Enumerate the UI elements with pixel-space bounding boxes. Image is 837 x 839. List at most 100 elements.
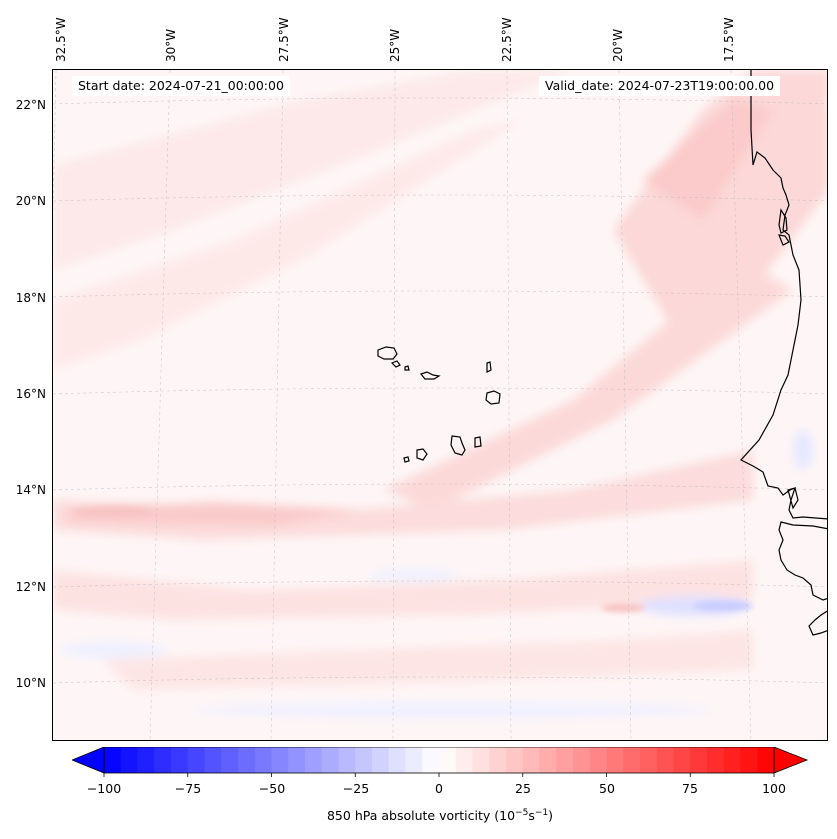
vorticity-field [53,70,827,718]
vorticity-blue-patch-5 [793,430,813,470]
colorbar-cell [723,747,742,773]
island-brava [403,456,410,463]
graticule-lat-12n [53,580,827,588]
vorticity-band-13n [63,502,363,526]
graticule-lon-25w [392,70,396,740]
colorbar-cell [422,747,440,773]
colorbar-tick-label-100: 100 [762,781,786,796]
latitude-label-12n: 12°N [15,580,46,594]
inlet-1 [778,208,788,234]
graticule-lat-18n [53,290,827,298]
vorticity-blue-patch-3 [58,642,168,658]
colorbar-cell [489,747,507,773]
coastline [740,70,827,636]
colorbar-tick-label-n75: −75 [174,781,202,796]
island-sao-vicente [390,360,401,368]
vorticity-band-12n [53,560,753,620]
colorbar-cell [757,747,775,773]
colorbar [72,747,809,777]
vorticity-band-nw [53,70,573,270]
vorticity-coast-band [643,100,773,220]
latitude-label-14n: 14°N [15,483,46,497]
colorbar-cell [120,747,139,773]
colorbar-cell [271,747,289,773]
colorbar-cell [405,747,423,773]
colorbar-tick-label-n25: −25 [342,781,370,796]
vorticity-min-12n [693,601,753,611]
colorbar-cell [154,747,172,773]
island-santa-luzia [404,365,410,371]
longitude-label-30w: 30°W [164,28,178,62]
colorbar-cell [388,747,407,773]
colorbar-cell [640,747,658,773]
colorbar-tick-label-n100: −100 [86,781,122,796]
latitude-label-16n: 16°N [15,387,46,401]
colorbar-cell [439,747,457,773]
colorbar-cell [573,747,591,773]
latitude-label-20n: 20°N [15,194,46,208]
colorbar-title-suffix: ) [548,808,553,824]
colorbar-cell [673,747,691,773]
colorbar-cell [338,747,356,773]
colorbar-cell [506,747,524,773]
graticule-lat-14n [53,483,827,491]
colorbar-tick-label-25: 25 [515,781,531,796]
inlet-2 [778,234,790,246]
graticule-lon-17-5w [730,70,752,740]
colorbar-cell [204,747,222,773]
colorbar-title: 850 hPa absolute vorticity (10−5s−1) [0,808,837,823]
colorbar-cell [372,747,390,773]
colorbar-extend-max [773,747,809,774]
island-santo-antao [377,346,398,360]
longitude-label-22-5w: 22.5°W [500,17,514,62]
colorbar-cell [556,747,574,773]
longitude-label-27-5w: 27.5°W [277,17,291,62]
vorticity-max-13n [73,507,153,517]
island-sao-nicolau [419,371,441,380]
colorbar-cell [254,747,273,773]
africa-coastline-south [778,521,827,601]
latitude-label-10n: 10°N [15,676,46,690]
colorbar-cell [606,747,624,773]
graticule-lat-22n [53,97,827,105]
vorticity-coast-north [613,70,827,330]
island-santiago [450,435,466,456]
colorbar-cell [305,747,323,773]
island-boa-vista [485,390,501,405]
colorbar-tick-label-50: 50 [599,781,615,796]
graticule-lat-10n [53,676,827,684]
vorticity-diagonal-band [383,260,793,510]
vorticity-max-12n [601,604,645,612]
colorbar-cell [221,747,239,773]
colorbar-cell [238,747,256,773]
colorbar-cell [455,747,474,773]
colorbar-title-exp2: −1 [534,808,549,818]
graticule [53,70,827,740]
graticule-lon-22-5w [506,70,512,740]
colorbar-cell [288,747,306,773]
graticule-lon-30w [149,70,171,740]
latitude-label-18n: 18°N [15,291,46,305]
colorbar-title-exp1: −5 [515,808,529,818]
graticule-lon-27-5w [270,70,284,740]
island-fogo [416,448,428,461]
colorbar-cell [656,747,675,773]
africa-coastline-guinea [808,610,827,636]
graticule-lon-20w [618,70,632,740]
colorbar-extend-min [72,747,105,774]
colorbar-cell [623,747,641,773]
graticule-lon-32-5w [53,70,57,211]
colorbar-cell [355,747,373,773]
colorbar-cell [321,747,340,773]
colorbar-cell [187,747,206,773]
colorbar-cell [740,747,758,773]
colorbar-cell [104,747,122,773]
colorbar-tick-marks [103,773,775,777]
vorticity-map [53,70,827,740]
longitude-label-25w: 25°W [388,28,402,62]
longitude-label-17-5w: 17.5°W [722,17,736,62]
longitude-label-32-5w: 32.5°W [54,17,68,62]
vorticity-blue-patch-2 [368,569,458,581]
colorbar-cells [104,747,775,773]
colorbar-cell [707,747,725,773]
